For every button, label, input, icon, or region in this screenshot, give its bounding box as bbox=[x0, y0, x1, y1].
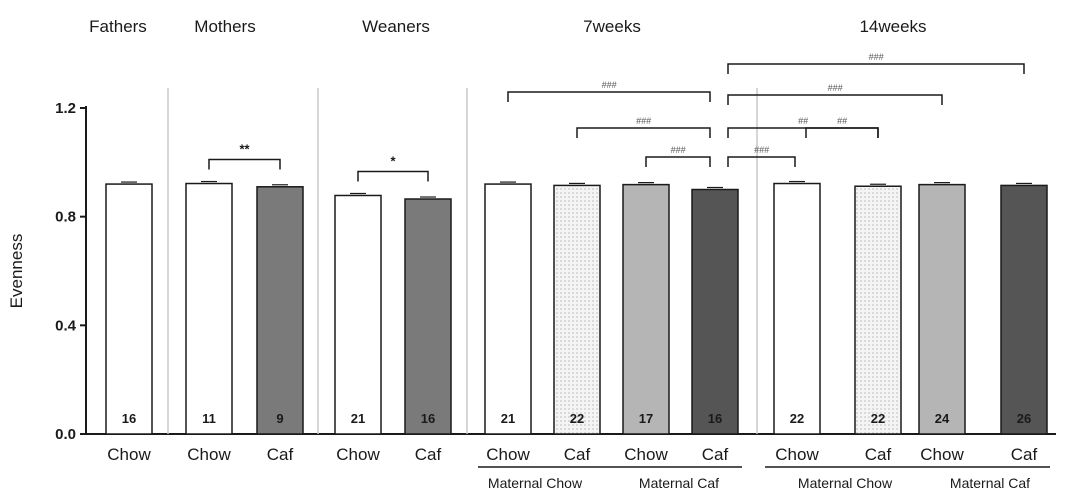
x-tick-label: Chow bbox=[624, 445, 668, 464]
sample-size-label: 16 bbox=[421, 411, 435, 426]
bars bbox=[105, 180, 1048, 435]
comparison-bracket bbox=[727, 63, 1025, 74]
bar bbox=[185, 182, 233, 435]
x-tick-label: Chow bbox=[336, 445, 380, 464]
maternal-group-label: Maternal Caf bbox=[639, 475, 719, 491]
comparison-label: ## bbox=[837, 116, 848, 126]
bar bbox=[404, 198, 452, 435]
sample-size-label: 16 bbox=[122, 411, 136, 426]
sample-size-label: 24 bbox=[935, 411, 950, 426]
significance-bracket bbox=[357, 170, 429, 182]
sample-size-label: 9 bbox=[276, 411, 283, 426]
y-tick-label: 1.2 bbox=[55, 100, 76, 117]
x-tick-label: Chow bbox=[187, 445, 231, 464]
x-tick-label: Caf bbox=[865, 445, 892, 464]
panel-title: 14weeks bbox=[859, 17, 926, 36]
significance-label: * bbox=[390, 153, 396, 168]
y-tick-label: 0.0 bbox=[55, 426, 76, 443]
maternal-group-label: Maternal Caf bbox=[950, 475, 1030, 491]
bar bbox=[553, 184, 601, 435]
x-tick-label: Chow bbox=[107, 445, 151, 464]
sample-size-label: 22 bbox=[790, 411, 804, 426]
maternal-group-label: Maternal Chow bbox=[488, 475, 583, 491]
labels: Fathers 16 Chow Mothers 11 Chow 9 Caf Weaners 21 C… bbox=[89, 17, 1050, 491]
comparison-bracket bbox=[727, 94, 943, 105]
x-tick-label: Chow bbox=[920, 445, 964, 464]
y-axis-label: Evenness bbox=[7, 234, 26, 309]
panel-dividers bbox=[167, 88, 758, 434]
comparison-bracket bbox=[727, 127, 879, 138]
sample-size-label: 16 bbox=[708, 411, 722, 426]
bar bbox=[854, 185, 902, 435]
panel-title: Weaners bbox=[362, 17, 430, 36]
sample-size-label: 22 bbox=[570, 411, 584, 426]
bar bbox=[484, 183, 532, 435]
panel-title: Fathers bbox=[89, 17, 147, 36]
comparison-label: ## bbox=[798, 116, 809, 126]
bar bbox=[918, 183, 966, 435]
significance-brackets: ***######### ############# bbox=[208, 52, 1025, 182]
comparison-label: ### bbox=[868, 52, 884, 62]
comparison-bracket bbox=[507, 91, 711, 102]
sample-size-label: 26 bbox=[1017, 411, 1031, 426]
comparison-bracket bbox=[576, 127, 711, 138]
x-tick-label: Chow bbox=[775, 445, 819, 464]
bar bbox=[1000, 184, 1048, 435]
x-tick-label: Caf bbox=[564, 445, 591, 464]
comparison-label: ### bbox=[827, 83, 843, 93]
bar bbox=[334, 194, 382, 435]
significance-bracket bbox=[208, 158, 281, 170]
sample-size-label: 17 bbox=[639, 411, 653, 426]
comparison-bracket bbox=[645, 156, 711, 167]
comparison-label: ### bbox=[636, 116, 652, 126]
significance-label: ** bbox=[239, 142, 250, 157]
x-tick-label: Caf bbox=[415, 445, 442, 464]
comparison-bracket bbox=[805, 127, 879, 138]
maternal-group-label: Maternal Chow bbox=[798, 475, 893, 491]
sample-size-label: 11 bbox=[202, 411, 216, 426]
bar bbox=[256, 186, 304, 435]
y-tick-label: 0.4 bbox=[55, 317, 77, 334]
comparison-bracket bbox=[727, 156, 796, 167]
bar bbox=[105, 183, 153, 435]
x-tick-label: Caf bbox=[267, 445, 294, 464]
panel-title: 7weeks bbox=[583, 17, 641, 36]
bar bbox=[773, 182, 821, 435]
y-tick-label: 0.8 bbox=[55, 209, 76, 226]
x-tick-label: Chow bbox=[486, 445, 530, 464]
sample-size-label: 21 bbox=[501, 411, 515, 426]
bar bbox=[622, 183, 670, 435]
comparison-label: ### bbox=[754, 145, 770, 155]
x-tick-label: Caf bbox=[1011, 445, 1038, 464]
comparison-label: ### bbox=[601, 80, 617, 90]
sample-size-label: 21 bbox=[351, 411, 365, 426]
bar bbox=[691, 188, 739, 435]
comparison-label: ### bbox=[670, 145, 686, 155]
sample-size-label: 22 bbox=[871, 411, 885, 426]
panel-title: Mothers bbox=[194, 17, 255, 36]
x-tick-label: Caf bbox=[702, 445, 729, 464]
